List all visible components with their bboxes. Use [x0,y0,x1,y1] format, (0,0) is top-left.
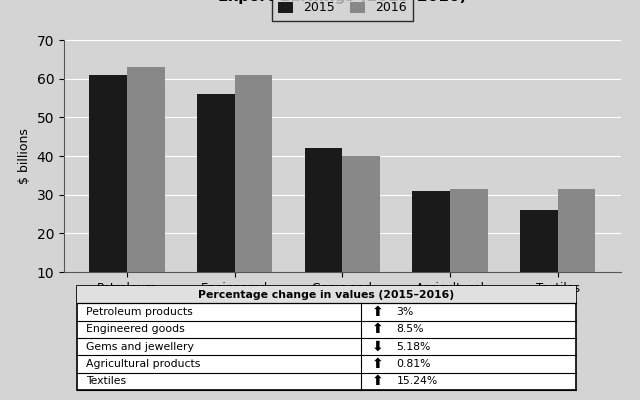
Text: 5.18%: 5.18% [397,342,431,352]
X-axis label: Product Category: Product Category [281,315,404,328]
Bar [520,210,558,311]
Text: Engineered goods: Engineered goods [86,324,185,334]
Bar [127,67,164,311]
Text: 15.24%: 15.24% [397,376,438,386]
Text: Percentage change in values (2015–2016): Percentage change in values (2015–2016) [198,290,454,300]
Bar [77,286,576,390]
Text: 3%: 3% [397,307,414,317]
Text: ⬆: ⬆ [372,374,383,388]
Text: Textiles: Textiles [86,376,127,386]
Bar [558,189,595,311]
Title: Export Earnings (2015–2016): Export Earnings (2015–2016) [218,0,467,4]
Bar [77,286,576,303]
Text: ⬇: ⬇ [372,340,383,354]
Bar [412,191,450,311]
Text: 0.81%: 0.81% [397,359,431,369]
Y-axis label: $ billions: $ billions [18,128,31,184]
Bar [305,148,342,311]
Text: 8.5%: 8.5% [397,324,424,334]
Text: Agricultural products: Agricultural products [86,359,201,369]
Legend: 2015, 2016: 2015, 2016 [272,0,413,21]
Bar [342,156,380,311]
Bar [450,189,488,311]
Bar [90,75,127,311]
Text: ⬆: ⬆ [372,322,383,336]
Text: ⬆: ⬆ [372,357,383,371]
Bar [235,75,273,311]
Bar [197,94,235,311]
Text: Gems and jewellery: Gems and jewellery [86,342,195,352]
Text: Petroleum products: Petroleum products [86,307,193,317]
Text: ⬆: ⬆ [372,305,383,319]
